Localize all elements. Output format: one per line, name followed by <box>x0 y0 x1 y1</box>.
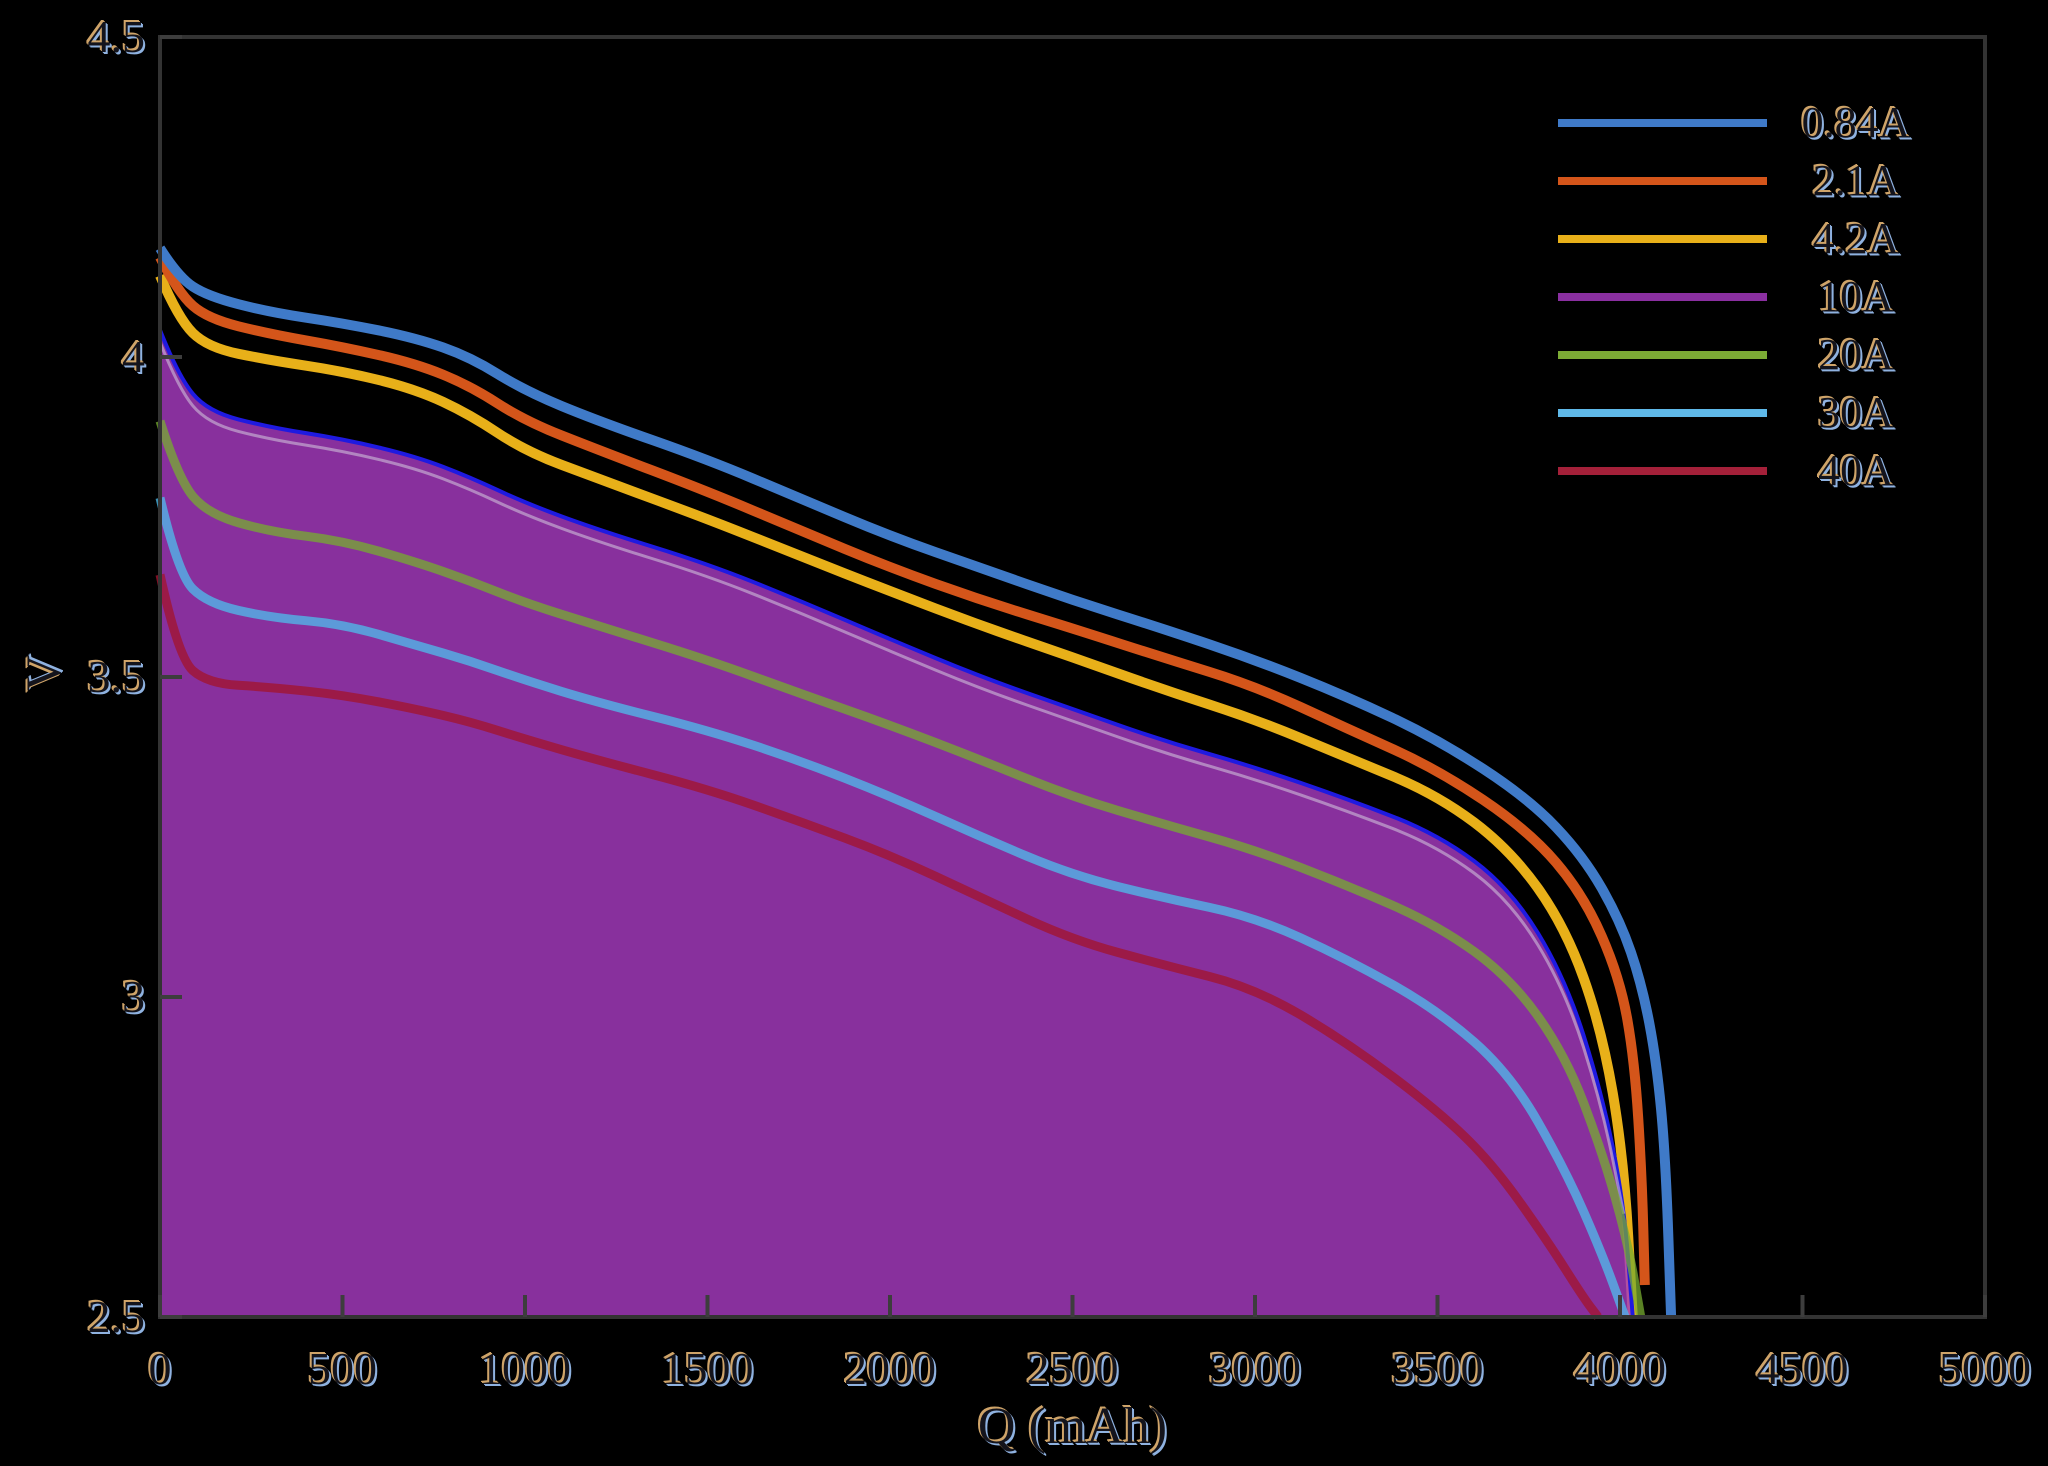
legend-item-30A: 30A <box>1558 384 1931 442</box>
legend-item-20A: 20A <box>1558 326 1931 384</box>
curve-4.2A <box>155 273 1638 1318</box>
y-tick-label-4: 4 <box>122 331 145 382</box>
x-tick-label-4500: 4500 <box>1756 1343 1849 1394</box>
y-axis-label: V <box>15 654 71 692</box>
legend-label-20A: 20A <box>1818 330 1894 379</box>
legend-swatch-2.1A <box>1558 177 1767 185</box>
curve-40A <box>155 573 1602 1320</box>
legend-label-2.1A: 2.1A <box>1812 156 1900 205</box>
y-tick-label-2.5: 2.5 <box>87 1291 146 1342</box>
x-tick-label-500: 500 <box>308 1343 377 1394</box>
legend-label-4.2A: 4.2A <box>1812 214 1900 263</box>
x-tick-label-2500: 2500 <box>1026 1343 1119 1394</box>
legend-item-40A: 40A <box>1558 442 1931 500</box>
legend-swatch-20A <box>1558 351 1767 359</box>
legend-swatch-0.84A <box>1558 119 1767 127</box>
legend-label-0.84A: 0.84A <box>1801 98 1911 147</box>
legend-swatch-10A <box>1558 293 1767 301</box>
x-tick-label-4000: 4000 <box>1574 1343 1666 1394</box>
x-tick-label-1500: 1500 <box>661 1343 754 1394</box>
legend-item-10A: 10A <box>1558 268 1931 326</box>
legend-item-0.84A: 0.84A <box>1558 94 1931 152</box>
curve-2.1A <box>155 254 1650 1286</box>
x-axis-label: Q (mAh) <box>977 1398 1168 1455</box>
legend-swatch-4.2A <box>1558 235 1767 243</box>
x-tick-label-1000: 1000 <box>479 1343 571 1394</box>
y-tick-label-4.5: 4.5 <box>87 11 146 62</box>
legend-label-40A: 40A <box>1818 446 1894 495</box>
legend-swatch-40A <box>1558 467 1767 475</box>
legend-item-4.2A: 4.2A <box>1558 210 1931 268</box>
y-tick-label-3: 3 <box>122 971 145 1022</box>
x-tick-label-3500: 3500 <box>1391 1343 1484 1394</box>
x-tick-label-3000: 3000 <box>1209 1343 1301 1394</box>
legend-swatch-30A <box>1558 409 1767 417</box>
x-tick-label-0: 0 <box>148 1343 172 1394</box>
x-tick-label-5000: 5000 <box>1939 1343 2031 1394</box>
inner-line-10A <box>158 341 1626 1215</box>
y-tick-label-3.5: 3.5 <box>87 651 146 702</box>
curve-20A <box>155 419 1646 1318</box>
curve-edge-10A <box>158 329 1635 1318</box>
x-tick-label-2000: 2000 <box>844 1343 936 1394</box>
legend: 0.84A 2.1A 4.2A 10A 20A 30A 40A <box>1558 94 1931 500</box>
legend-label-30A: 30A <box>1818 388 1894 437</box>
curve-0.84A <box>155 245 1677 1318</box>
curve-30A <box>155 496 1630 1319</box>
fill-10A <box>160 330 1633 1318</box>
legend-item-2.1A: 2.1A <box>1558 152 1931 210</box>
legend-label-10A: 10A <box>1818 272 1894 321</box>
